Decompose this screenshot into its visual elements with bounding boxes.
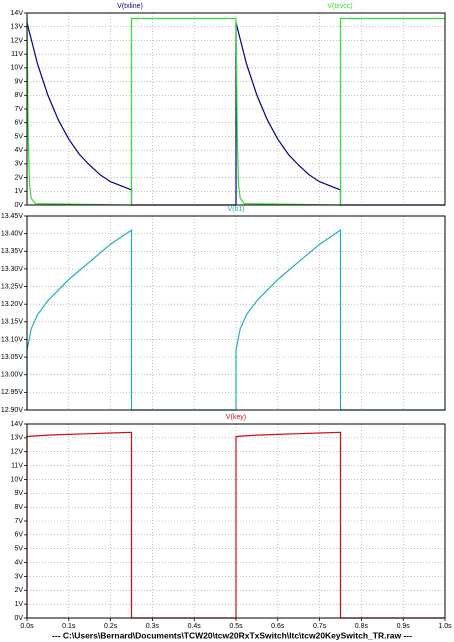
y-tick-label: 12V <box>11 37 24 44</box>
y-tick-label: 6V <box>14 120 23 127</box>
x-tick-label: 0.2s <box>104 623 118 630</box>
x-tick-label: 0.7s <box>313 623 327 630</box>
y-tick-label: 6V <box>14 532 23 539</box>
y-tick-label: 13.40V <box>1 230 24 237</box>
pane-frame <box>26 215 446 411</box>
y-tick-label: 4V <box>14 559 23 566</box>
trace-label: V(b1) <box>227 206 244 213</box>
y-tick-label: 8V <box>14 504 23 511</box>
y-tick-label: 9V <box>14 490 23 497</box>
y-tick-label: 10V <box>11 65 24 72</box>
x-tick-label: 0.9s <box>397 623 411 630</box>
y-tick-label: 14V <box>11 10 24 17</box>
trace <box>26 22 445 206</box>
trace-label: V(key) <box>226 414 246 421</box>
y-tick-label: 13.25V <box>1 283 24 290</box>
y-tick-label: 0V <box>14 615 23 622</box>
y-tick-label: 13V <box>11 24 24 31</box>
pane-frame <box>26 423 446 619</box>
x-tick-label: 0.5s <box>229 623 243 630</box>
y-tick-label: 13.45V <box>1 213 24 220</box>
y-tick-label: 13.15V <box>1 319 24 326</box>
y-tick-label: 14V <box>11 421 24 428</box>
x-tick-label: 0.8s <box>355 623 369 630</box>
y-tick-label: 13.35V <box>1 248 24 255</box>
y-tick-label: 1V <box>14 188 23 195</box>
y-tick-label: 13.00V <box>1 372 24 379</box>
y-tick-label: 7V <box>14 518 23 525</box>
y-tick-label: 3V <box>14 573 23 580</box>
pane-frame <box>26 12 446 206</box>
y-tick-label: 10V <box>11 476 24 483</box>
y-tick-label: 13V <box>11 435 24 442</box>
y-tick-label: 11V <box>11 51 23 58</box>
x-tick-label: 0.0s <box>20 623 34 630</box>
x-tick-label: 1.0s <box>438 623 452 630</box>
trace-label: V(txvcc) <box>327 3 352 10</box>
y-tick-label: 3V <box>14 161 23 168</box>
y-tick-label: 1V <box>14 601 23 608</box>
x-tick-label: 0.6s <box>271 623 285 630</box>
y-tick-label: 9V <box>14 78 23 85</box>
x-tick-label: 0.4s <box>188 623 202 630</box>
y-tick-label: 4V <box>14 147 23 154</box>
y-tick-label: 13.05V <box>1 354 24 361</box>
y-tick-label: 12.95V <box>1 389 24 396</box>
y-tick-label: 0V <box>14 202 23 209</box>
y-tick-label: 13.20V <box>1 301 24 308</box>
y-tick-label: 8V <box>14 92 23 99</box>
y-tick-label: 5V <box>14 133 23 140</box>
x-tick-label: 0.1s <box>62 623 76 630</box>
y-tick-label: 2V <box>14 587 23 594</box>
trace-label: V(txline) <box>117 3 143 10</box>
x-tick-label: 0.3s <box>146 623 160 630</box>
y-tick-label: 12V <box>11 449 24 456</box>
file-path: --- C:\Users\Bernard\Documents\TCW20\tcw… <box>52 630 412 640</box>
y-tick-label: 7V <box>14 106 23 113</box>
y-tick-label: 13.10V <box>1 336 24 343</box>
y-tick-label: 12.90V <box>1 407 24 414</box>
y-tick-label: 13.30V <box>1 266 24 273</box>
y-tick-label: 5V <box>14 546 23 553</box>
y-tick-label: 2V <box>14 174 23 181</box>
y-tick-label: 11V <box>11 462 23 469</box>
